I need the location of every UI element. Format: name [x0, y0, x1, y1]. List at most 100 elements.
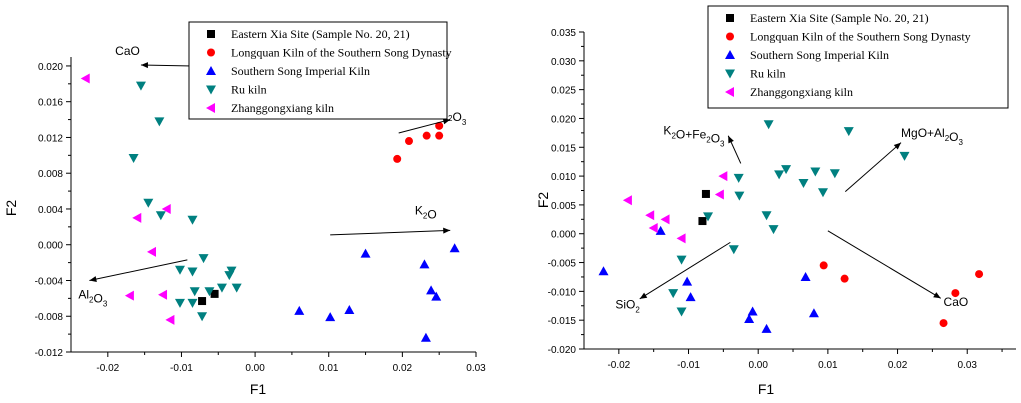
data-point	[158, 289, 168, 300]
data-point	[843, 127, 854, 137]
data-point	[800, 271, 811, 281]
left-y-axis-title: F2	[3, 200, 19, 217]
data-point	[224, 271, 235, 281]
data-point	[204, 287, 215, 297]
loading-vector-arrowhead	[893, 142, 902, 150]
legend-marker	[725, 87, 734, 97]
data-point	[819, 261, 828, 270]
right-loading-vectors: K2O+Fe2O3 MgO+Al2O3 SiO2 CaO	[615, 124, 968, 315]
right-axes: -0.02 -0.01 0.00 0.01 0.02 0.03 -0.020 -0.015 -0…	[548, 28, 1016, 371]
legend-marker	[206, 103, 215, 113]
data-point	[80, 73, 90, 84]
y-tick-label: -0.008	[35, 312, 64, 323]
data-point	[128, 154, 139, 164]
y-tick-label: 0.025	[551, 86, 576, 97]
y-tick-label: -0.005	[548, 259, 577, 270]
data-point	[135, 81, 146, 91]
data-point	[798, 179, 809, 189]
y-tick-label: 0.012	[38, 133, 63, 144]
data-point	[975, 270, 984, 279]
legend-label: Longquan Kiln of the Southern Song Dynas…	[231, 46, 452, 60]
x-tick-label: 0.03	[466, 363, 486, 374]
data-point	[733, 173, 744, 183]
data-point	[781, 165, 792, 175]
legend-marker	[726, 32, 734, 41]
data-point	[676, 255, 687, 265]
data-point	[676, 233, 686, 244]
y-tick-label: -0.015	[548, 316, 577, 327]
data-point	[124, 290, 134, 301]
data-point	[435, 131, 444, 140]
x-tick-label: -0.02	[96, 363, 119, 374]
data-point	[682, 276, 693, 286]
data-point	[774, 170, 785, 180]
data-point	[810, 167, 821, 177]
loading-vector-arrowhead	[442, 118, 451, 125]
loading-vector-line	[89, 259, 188, 281]
legend-label: Ru kiln	[231, 83, 267, 97]
data-point	[761, 323, 772, 333]
x-tick-label: 0.00	[245, 363, 265, 374]
legend-box	[188, 21, 448, 120]
y-tick-label: -0.010	[548, 287, 577, 298]
legend-label: Southern Song Imperial Kiln	[231, 64, 370, 78]
legend-label: Zhanggongxiang kiln	[231, 101, 334, 115]
data-point	[360, 248, 371, 258]
data-point	[147, 246, 156, 257]
loading-vector-arrowhead	[140, 62, 149, 69]
data-point	[817, 188, 828, 198]
data-point	[210, 289, 219, 298]
data-point	[768, 225, 779, 235]
data-point	[668, 289, 679, 299]
data-point	[718, 171, 728, 182]
legend-label: Zhanggongxiang kiln	[750, 85, 853, 99]
data-point	[420, 332, 431, 342]
x-tick-label: -0.02	[607, 360, 630, 371]
data-point	[431, 291, 442, 301]
left-data-points	[80, 73, 460, 342]
y-tick-label: 0.016	[38, 98, 63, 109]
legend-marker	[725, 69, 735, 79]
data-point	[685, 292, 696, 302]
loading-vector-label: Al2O3	[78, 287, 107, 308]
data-point	[198, 297, 207, 306]
data-point	[951, 289, 960, 298]
x-tick-label: -0.01	[677, 360, 700, 371]
data-point	[645, 210, 655, 221]
y-tick-label: 0.015	[551, 143, 576, 154]
data-point	[187, 215, 198, 225]
data-point	[143, 198, 154, 208]
y-tick-label: 0.020	[38, 62, 63, 73]
x-tick-label: 0.02	[888, 360, 908, 371]
x-tick-label: 0.03	[957, 360, 977, 371]
data-point	[435, 121, 444, 130]
data-point	[216, 283, 227, 293]
loading-vector-arrowhead	[728, 135, 734, 144]
x-tick-label: 0.02	[393, 363, 413, 374]
data-point	[174, 298, 185, 308]
x-tick-label: 0.01	[818, 360, 838, 371]
legend-label: Southern Song Imperial Kiln	[750, 48, 889, 62]
left-x-axis-title: F1	[250, 381, 267, 397]
data-point	[744, 314, 755, 324]
data-point	[422, 131, 431, 140]
data-point	[174, 265, 185, 275]
legend-marker	[206, 85, 216, 95]
data-point	[761, 211, 772, 221]
data-point	[132, 212, 142, 223]
loading-vector-line	[398, 119, 451, 134]
data-point	[622, 195, 632, 206]
loading-vector-line	[330, 229, 451, 236]
loading-vector-arrowhead	[933, 292, 941, 299]
legend-label: Longquan Kiln of the Southern Song Dynas…	[750, 30, 971, 44]
data-point	[763, 120, 774, 130]
loading-vector-line	[827, 230, 942, 299]
data-point	[648, 222, 658, 233]
data-point	[829, 169, 840, 179]
data-point	[714, 189, 724, 200]
right-scatter-chart: -0.02 -0.01 0.00 0.01 0.02 0.03 -0.020 -0.015 -0…	[535, 5, 1016, 397]
data-point	[325, 312, 336, 322]
right-legend: Eastern Xia Site (Sample No. 20, 21) Long…	[707, 5, 1009, 109]
data-point	[676, 307, 687, 317]
data-point	[187, 298, 198, 308]
